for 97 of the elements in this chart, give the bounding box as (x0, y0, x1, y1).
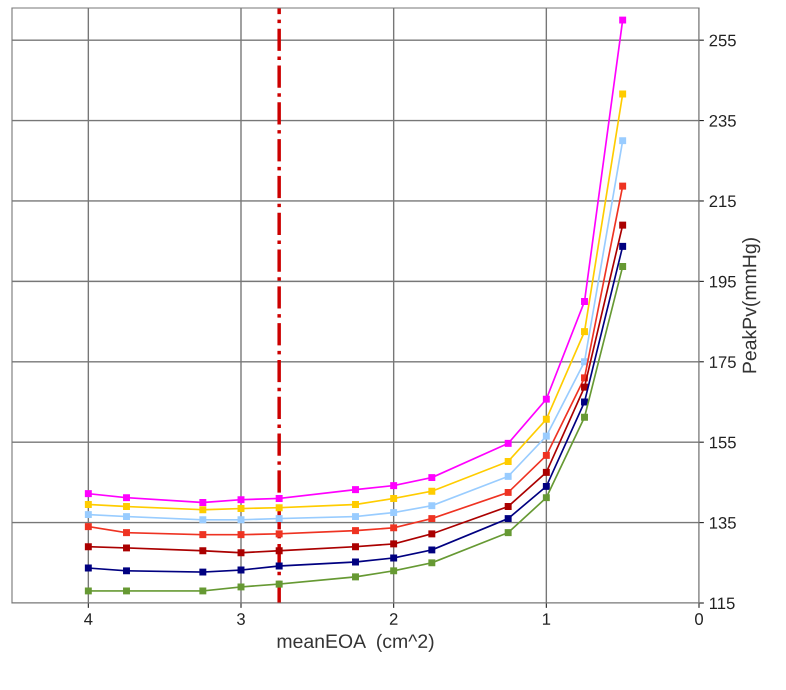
point (504, 472, 512, 480)
point (238, 496, 244, 504)
point (123, 529, 130, 536)
point (542, 396, 550, 403)
y-axis-title: PeakPv(mmHg) (742, 238, 760, 373)
point (542, 468, 550, 476)
point (276, 515, 283, 522)
y-tick-label: 195 (710, 276, 736, 288)
point (542, 452, 550, 459)
point (352, 527, 359, 534)
point (84, 523, 92, 530)
point (504, 488, 512, 496)
point (581, 384, 588, 391)
point (123, 494, 130, 502)
x-tick-label: 3 (237, 613, 245, 625)
point (123, 513, 130, 520)
point (390, 540, 398, 548)
point (84, 490, 92, 498)
point (276, 580, 283, 588)
point (199, 587, 206, 594)
point (390, 482, 398, 490)
point (276, 495, 283, 502)
point (542, 416, 550, 423)
x-tick-label: 2 (390, 613, 398, 625)
point (123, 587, 130, 594)
y-tick-label: 175 (710, 356, 736, 368)
point (428, 474, 436, 482)
point (276, 530, 283, 538)
point (352, 486, 359, 494)
point (619, 222, 626, 229)
point (504, 529, 512, 536)
point (238, 549, 244, 556)
point (581, 414, 588, 421)
point (542, 482, 550, 490)
point (238, 566, 244, 574)
point (504, 440, 512, 447)
point (390, 554, 398, 562)
point (199, 506, 206, 514)
y-tick-label: 155 (710, 436, 736, 448)
point (352, 573, 359, 580)
point (504, 515, 512, 522)
point (428, 502, 436, 510)
point (84, 543, 92, 550)
y-tick-label: 135 (710, 516, 736, 529)
y-tick-label: 235 (710, 114, 736, 127)
point (352, 543, 359, 550)
point (619, 182, 626, 190)
point (199, 531, 206, 538)
point (199, 499, 206, 506)
point (84, 501, 92, 508)
point (276, 504, 283, 512)
point (504, 458, 512, 465)
point (619, 242, 626, 250)
point (428, 515, 436, 522)
point (199, 568, 206, 576)
point (276, 547, 283, 554)
x-tick-label: 4 (84, 613, 92, 625)
point (84, 587, 92, 594)
point (428, 546, 436, 554)
point (123, 544, 130, 552)
point (199, 516, 206, 524)
point (84, 511, 92, 518)
point (238, 516, 244, 524)
point (542, 494, 550, 502)
point (199, 547, 206, 554)
x-axis-title: meanEOA (cm^2) (278, 634, 434, 652)
y-tick-label: 255 (710, 34, 736, 46)
point (619, 137, 626, 144)
point (390, 495, 398, 502)
point (428, 559, 436, 566)
point (428, 530, 436, 538)
x-tick-label: 1 (542, 613, 550, 625)
point (390, 509, 398, 516)
point (276, 562, 283, 570)
x-tick-label: 0 (695, 613, 703, 625)
y-tick-label: 115 (710, 598, 735, 610)
point (238, 531, 244, 538)
point (581, 298, 588, 305)
point (390, 567, 398, 574)
point (238, 505, 244, 512)
point (428, 488, 436, 495)
point (581, 328, 588, 336)
point (352, 513, 359, 520)
point (352, 558, 359, 566)
y-tick-label: 215 (710, 195, 736, 208)
point (619, 16, 626, 24)
point (542, 432, 550, 440)
point (581, 398, 588, 406)
point (84, 564, 92, 572)
point (123, 503, 130, 510)
point (390, 524, 398, 532)
point (238, 583, 244, 590)
point (619, 90, 626, 98)
point (352, 501, 359, 508)
point (619, 263, 626, 270)
point (123, 567, 130, 574)
point (504, 503, 512, 510)
